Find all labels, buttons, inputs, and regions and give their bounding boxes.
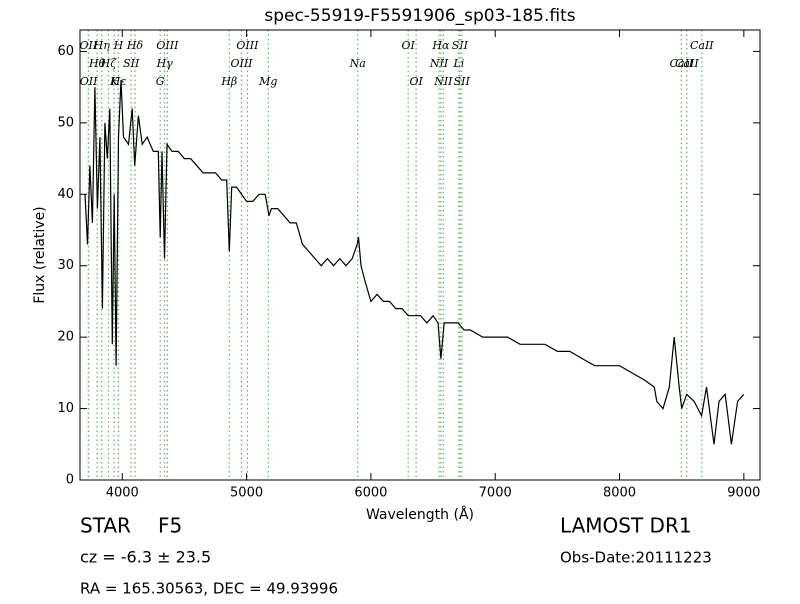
spectral-line-label: G xyxy=(156,75,165,88)
spectral-line-label: SII xyxy=(452,39,469,52)
x-tick-label: 6000 xyxy=(354,486,387,501)
x-tick-label: 7000 xyxy=(479,486,512,501)
spectral-line-label: Hδ xyxy=(126,39,144,52)
y-tick-label: 40 xyxy=(57,187,74,202)
spectral-line-label: Li xyxy=(452,57,464,70)
spectral-line-label: SII xyxy=(123,57,140,70)
spectral-line-label: SII xyxy=(454,75,471,88)
star-class: STAR xyxy=(80,514,131,538)
plot-frame xyxy=(79,29,761,481)
spectral-line-label: K xyxy=(109,75,119,88)
coordinates: RA = 165.30563, DEC = 49.93996 xyxy=(80,580,338,598)
spectral-line-label: OII xyxy=(79,39,97,52)
y-tick-label: 50 xyxy=(57,115,74,130)
x-tick-label: 5000 xyxy=(230,486,263,501)
spectral-line-label: CaII xyxy=(690,39,714,52)
x-tick-label: 8000 xyxy=(603,486,636,501)
spectral-line-label: Na xyxy=(349,57,366,70)
spectral-line-label: CaII xyxy=(670,57,694,70)
spectral-line-label: Mg xyxy=(258,75,277,88)
spectral-line-label: Hβ xyxy=(220,75,237,88)
x-tick-label: 9000 xyxy=(727,486,760,501)
spectral-line-label: H xyxy=(113,39,124,52)
spectral-line-label: OIII xyxy=(156,39,179,52)
spectral-line-label: Hγ xyxy=(156,57,174,70)
obs-date: Obs-Date:20111223 xyxy=(560,549,712,567)
y-axis-label: Flux (relative) xyxy=(32,206,48,303)
y-tick-label: 0 xyxy=(66,473,74,488)
survey: LAMOST DR1 xyxy=(560,514,692,538)
chart-title: spec-55919-F5591906_sp03-185.fits xyxy=(264,6,575,26)
x-tick-label: 4000 xyxy=(106,486,139,501)
spectral-line-label: NII xyxy=(429,57,449,70)
spectral-line-label: OII xyxy=(80,75,98,88)
y-tick-label: 60 xyxy=(57,44,74,59)
redshift: cz = -6.3 ± 23.5 xyxy=(80,548,211,567)
spectral-line-label: Hζ xyxy=(100,57,118,70)
y-tick-label: 20 xyxy=(57,330,74,345)
spectral-line-label: OIII xyxy=(230,57,253,70)
spectral-line-label: OI xyxy=(402,39,416,52)
x-axis-label: Wavelength (Å) xyxy=(366,506,474,523)
spectral-line-label: OIII xyxy=(236,39,259,52)
spectral-line-label: Hε xyxy=(110,75,127,88)
spectral-line-label: OI xyxy=(409,75,423,88)
spectral-line-label: Hη xyxy=(93,39,111,52)
y-tick-label: 10 xyxy=(57,401,74,416)
spectral-line-label: NII xyxy=(433,75,453,88)
spectrum xyxy=(84,79,745,445)
y-tick-label: 30 xyxy=(57,258,74,273)
star-subclass: F5 xyxy=(158,514,182,538)
spectral-line-label: Hα xyxy=(431,39,450,52)
